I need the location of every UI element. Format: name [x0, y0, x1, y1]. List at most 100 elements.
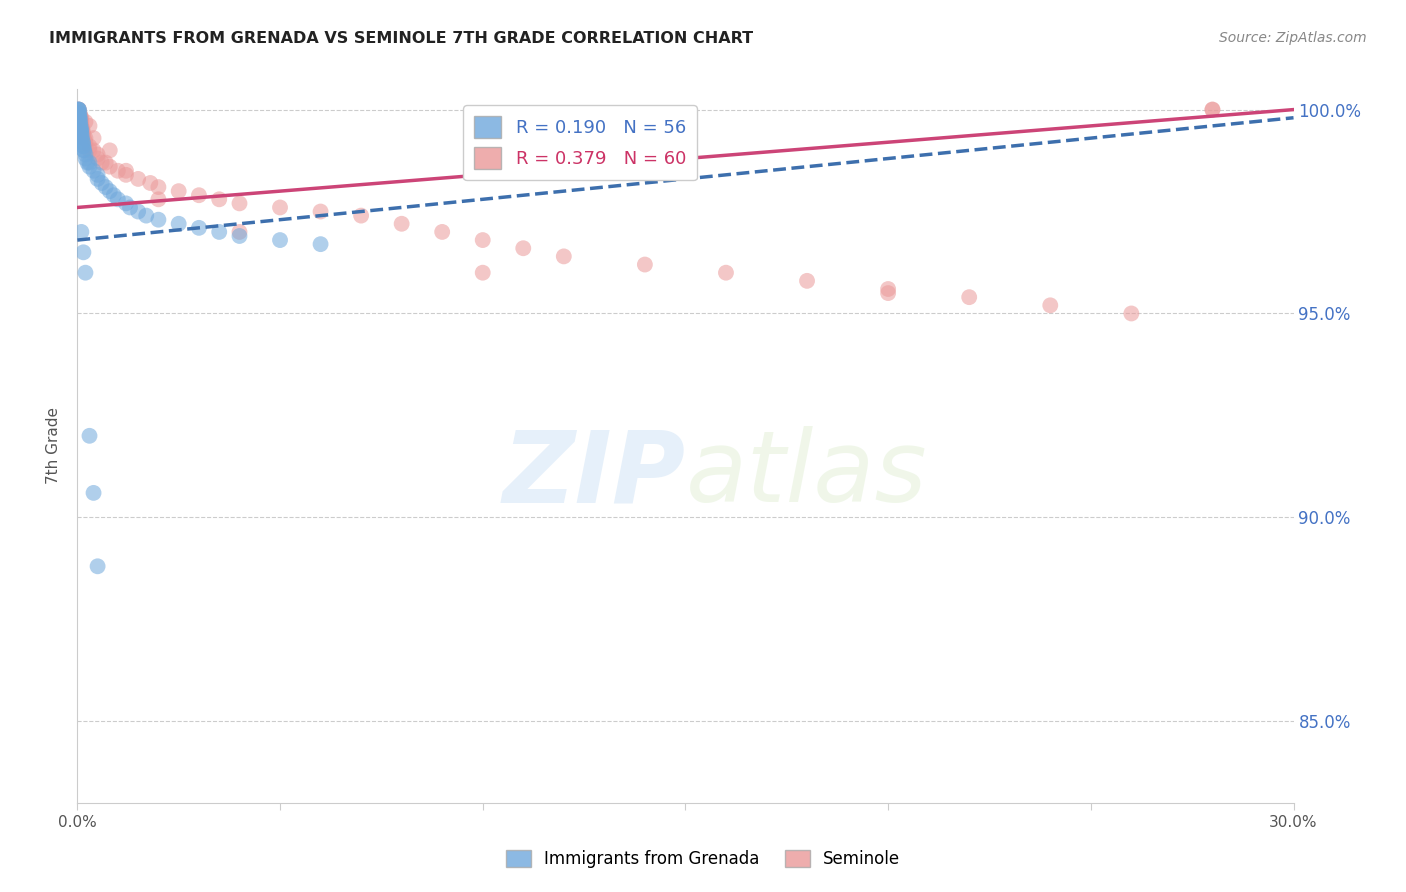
Seminole: [208, 192, 231, 206]
Text: Source: ZipAtlas.com: Source: ZipAtlas.com: [1219, 31, 1367, 45]
Seminole: [67, 106, 90, 120]
Seminole: [553, 249, 575, 263]
Seminole: [73, 131, 96, 145]
Immigrants from Grenada: [79, 429, 101, 443]
Immigrants from Grenada: [72, 139, 94, 153]
Immigrants from Grenada: [67, 106, 90, 120]
Immigrants from Grenada: [79, 160, 101, 174]
Seminole: [86, 152, 108, 166]
Seminole: [83, 144, 105, 158]
Immigrants from Grenada: [127, 204, 149, 219]
Legend: R = 0.190   N = 56, R = 0.379   N = 60: R = 0.190 N = 56, R = 0.379 N = 60: [464, 105, 697, 180]
Immigrants from Grenada: [67, 103, 90, 117]
Immigrants from Grenada: [73, 144, 96, 158]
Immigrants from Grenada: [72, 135, 94, 149]
Immigrants from Grenada: [135, 209, 157, 223]
Immigrants from Grenada: [72, 135, 94, 149]
Immigrants from Grenada: [167, 217, 190, 231]
Seminole: [98, 144, 121, 158]
Immigrants from Grenada: [148, 212, 170, 227]
Immigrants from Grenada: [75, 266, 97, 280]
Seminole: [471, 233, 494, 247]
Immigrants from Grenada: [98, 184, 121, 198]
Seminole: [1201, 103, 1223, 117]
Immigrants from Grenada: [67, 103, 90, 117]
Immigrants from Grenada: [69, 123, 91, 137]
Seminole: [148, 180, 170, 194]
Seminole: [94, 155, 117, 169]
Seminole: [139, 176, 162, 190]
Seminole: [75, 115, 97, 129]
Seminole: [69, 106, 91, 120]
Y-axis label: 7th Grade: 7th Grade: [46, 408, 62, 484]
Seminole: [269, 201, 291, 215]
Immigrants from Grenada: [76, 155, 98, 169]
Immigrants from Grenada: [83, 486, 105, 500]
Immigrants from Grenada: [269, 233, 291, 247]
Immigrants from Grenada: [107, 192, 129, 206]
Seminole: [70, 123, 93, 137]
Seminole: [957, 290, 980, 304]
Seminole: [79, 119, 101, 133]
Seminole: [391, 217, 413, 231]
Seminole: [634, 258, 657, 272]
Immigrants from Grenada: [118, 201, 141, 215]
Immigrants from Grenada: [70, 127, 93, 141]
Seminole: [309, 204, 332, 219]
Immigrants from Grenada: [86, 172, 108, 186]
Seminole: [796, 274, 818, 288]
Immigrants from Grenada: [67, 111, 90, 125]
Seminole: [75, 135, 97, 149]
Immigrants from Grenada: [70, 123, 93, 137]
Seminole: [1121, 306, 1143, 320]
Seminole: [1201, 103, 1223, 117]
Immigrants from Grenada: [75, 147, 97, 161]
Immigrants from Grenada: [79, 155, 101, 169]
Immigrants from Grenada: [94, 180, 117, 194]
Seminole: [70, 119, 93, 133]
Seminole: [69, 111, 91, 125]
Seminole: [86, 147, 108, 161]
Immigrants from Grenada: [67, 103, 90, 117]
Immigrants from Grenada: [90, 176, 112, 190]
Immigrants from Grenada: [73, 144, 96, 158]
Seminole: [127, 172, 149, 186]
Immigrants from Grenada: [228, 229, 250, 244]
Text: IMMIGRANTS FROM GRENADA VS SEMINOLE 7TH GRADE CORRELATION CHART: IMMIGRANTS FROM GRENADA VS SEMINOLE 7TH …: [49, 31, 754, 46]
Seminole: [67, 103, 90, 117]
Immigrants from Grenada: [83, 163, 105, 178]
Seminole: [1039, 298, 1062, 312]
Seminole: [75, 139, 97, 153]
Immigrants from Grenada: [69, 119, 91, 133]
Immigrants from Grenada: [70, 131, 93, 145]
Seminole: [430, 225, 453, 239]
Immigrants from Grenada: [69, 119, 91, 133]
Seminole: [228, 225, 250, 239]
Seminole: [107, 163, 129, 178]
Seminole: [115, 163, 138, 178]
Immigrants from Grenada: [67, 111, 90, 125]
Immigrants from Grenada: [69, 111, 91, 125]
Immigrants from Grenada: [67, 106, 90, 120]
Text: atlas: atlas: [686, 426, 927, 523]
Immigrants from Grenada: [86, 559, 108, 574]
Seminole: [70, 119, 93, 133]
Seminole: [148, 192, 170, 206]
Text: ZIP: ZIP: [502, 426, 686, 523]
Immigrants from Grenada: [72, 139, 94, 153]
Immigrants from Grenada: [70, 123, 93, 137]
Immigrants from Grenada: [70, 131, 93, 145]
Immigrants from Grenada: [67, 103, 90, 117]
Immigrants from Grenada: [69, 115, 91, 129]
Seminole: [188, 188, 211, 202]
Seminole: [228, 196, 250, 211]
Seminole: [75, 131, 97, 145]
Immigrants from Grenada: [70, 127, 93, 141]
Seminole: [83, 131, 105, 145]
Seminole: [79, 144, 101, 158]
Seminole: [70, 115, 93, 129]
Immigrants from Grenada: [208, 225, 231, 239]
Legend: Immigrants from Grenada, Seminole: Immigrants from Grenada, Seminole: [499, 843, 907, 875]
Immigrants from Grenada: [86, 168, 108, 182]
Seminole: [167, 184, 190, 198]
